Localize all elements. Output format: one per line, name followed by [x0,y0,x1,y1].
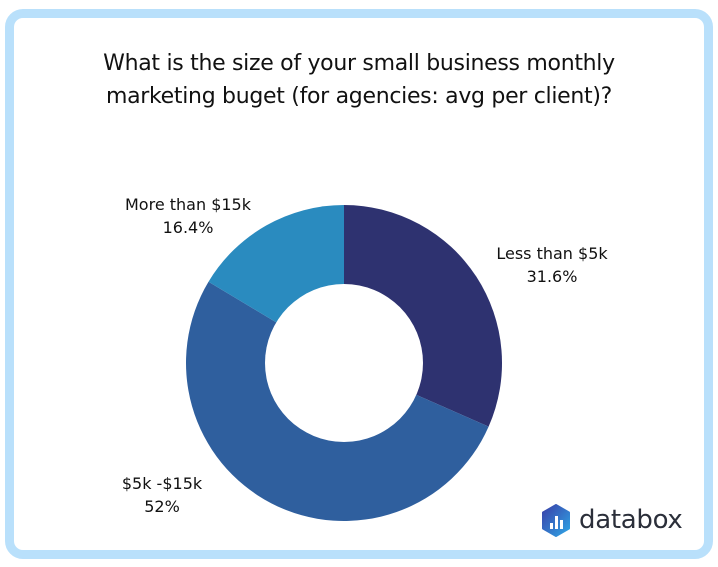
databox-brand: databox [541,502,683,538]
donut-hole [265,284,423,442]
databox-wordmark: databox [579,505,683,535]
chart-title-line-2: marketing buget (for agencies: avg per c… [105,84,613,109]
label-value: 52% [144,497,180,516]
label-name: More than $15k [125,195,251,214]
label-less-than-5k: Less than $5k 31.6% [477,242,627,288]
databox-logo-icon [542,503,570,537]
label-value: 31.6% [526,267,578,286]
chart-title: What is the size of your small business … [0,47,718,113]
chart-title-line-1: What is the size of your small business … [103,51,615,76]
label-5k-15k: $5k -$15k 52% [97,472,227,518]
label-more-than-15k: More than $15k 16.4% [98,193,278,239]
label-name: Less than $5k [496,244,608,263]
label-name: $5k -$15k [121,474,203,493]
label-value: 16.4% [162,218,214,237]
